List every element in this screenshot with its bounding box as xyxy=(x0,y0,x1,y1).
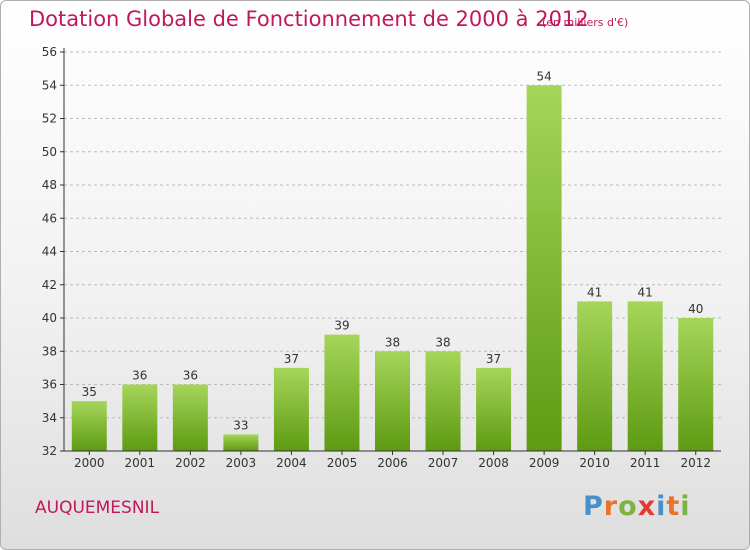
y-tick-label: 56 xyxy=(42,45,57,59)
bar xyxy=(324,334,360,451)
chart-title: Dotation Globale de Fonctionnement de 20… xyxy=(29,7,589,31)
x-tick-label: 2004 xyxy=(276,456,307,470)
y-tick-label: 32 xyxy=(42,444,57,458)
data-label: 35 xyxy=(82,385,97,399)
x-tick-label: 2012 xyxy=(680,456,711,470)
x-tick-label: 2000 xyxy=(74,456,105,470)
y-tick-label: 46 xyxy=(42,211,57,225)
axes: 32 34 36 38 40 42 44 46 48 50 52 54 56 2000 2001 2002 20… xyxy=(42,45,721,470)
y-tick-label: 50 xyxy=(42,145,57,159)
logo-letter: i xyxy=(656,491,667,522)
bar xyxy=(627,301,663,451)
y-tick-label: 40 xyxy=(42,311,57,325)
commune-name: AUQUEMESNIL xyxy=(35,498,160,518)
chart-subtitle: (en milliers d'€) xyxy=(542,16,629,29)
value-labels: 35 36 36 33 37 39 38 38 37 54 41 41 40 xyxy=(82,69,704,432)
data-label: 37 xyxy=(284,352,299,366)
x-tick-label: 2005 xyxy=(327,456,358,470)
logo-letter: x xyxy=(637,491,657,522)
y-tick-label: 36 xyxy=(42,378,57,392)
bar xyxy=(577,301,613,451)
logo-letter: i xyxy=(680,491,691,522)
logo-letter: t xyxy=(666,491,681,522)
data-label: 36 xyxy=(183,369,198,383)
bar xyxy=(122,384,158,451)
bar xyxy=(678,318,714,451)
x-tick-label: 2009 xyxy=(529,456,560,470)
bar xyxy=(71,401,107,451)
bar xyxy=(273,367,309,451)
x-tick-label: 2010 xyxy=(579,456,610,470)
data-label: 41 xyxy=(638,285,653,299)
data-label: 40 xyxy=(688,302,703,316)
bar xyxy=(476,367,512,451)
x-tick-label: 2006 xyxy=(377,456,408,470)
bar xyxy=(223,434,259,451)
data-label: 37 xyxy=(486,352,501,366)
logo-letter: P xyxy=(583,491,604,522)
data-label: 33 xyxy=(233,418,248,432)
y-tick-label: 42 xyxy=(42,278,57,292)
x-tick-label: 2003 xyxy=(226,456,257,470)
x-tick-label: 2001 xyxy=(125,456,156,470)
y-tick-label: 44 xyxy=(42,245,57,259)
x-tick-label: 2002 xyxy=(175,456,206,470)
y-tick-label: 52 xyxy=(42,112,57,126)
x-tick-label: 2008 xyxy=(478,456,509,470)
bar xyxy=(172,384,208,451)
x-tick-label: 2007 xyxy=(428,456,459,470)
bar xyxy=(425,351,461,451)
y-tick-label: 34 xyxy=(42,411,57,425)
y-tick-label: 48 xyxy=(42,178,57,192)
data-label: 54 xyxy=(536,69,551,83)
proxiti-logo: Proxiti xyxy=(583,491,691,522)
data-label: 36 xyxy=(132,369,147,383)
logo-letter: o xyxy=(618,491,638,522)
data-label: 41 xyxy=(587,285,602,299)
y-tick-label: 54 xyxy=(42,78,57,92)
bar xyxy=(526,85,562,451)
logo-letter: r xyxy=(603,491,619,522)
y-tick-label: 38 xyxy=(42,344,57,358)
bar xyxy=(375,351,410,451)
data-label: 38 xyxy=(385,335,400,349)
bars xyxy=(71,85,714,451)
data-label: 38 xyxy=(435,335,450,349)
data-label: 39 xyxy=(334,319,349,333)
x-tick-label: 2011 xyxy=(630,456,661,470)
